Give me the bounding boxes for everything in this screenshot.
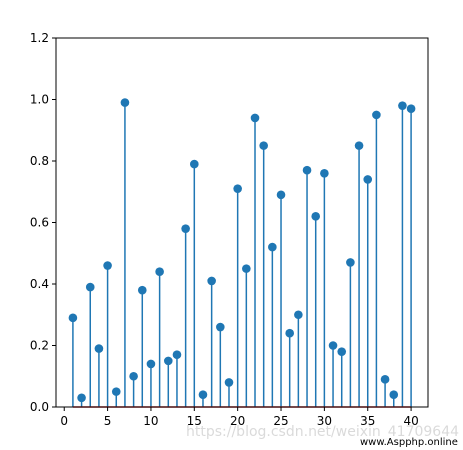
stem-marker bbox=[111, 387, 121, 396]
x-tick-label: 0 bbox=[60, 414, 68, 428]
stem-marker bbox=[190, 159, 199, 169]
stem-marker bbox=[172, 350, 182, 360]
stem-marker bbox=[233, 184, 242, 193]
stem-marker bbox=[294, 310, 303, 320]
stem-marker bbox=[302, 165, 312, 175]
stem-marker bbox=[285, 328, 294, 338]
x-tick-label: 35 bbox=[360, 414, 375, 428]
stem-marker bbox=[398, 101, 407, 110]
y-tick-label: 0.6 bbox=[30, 216, 49, 230]
x-tick-label: 10 bbox=[143, 414, 158, 428]
x-tick-label: 25 bbox=[273, 414, 288, 428]
stem-marker bbox=[224, 378, 234, 387]
y-tick-label: 0.2 bbox=[30, 339, 49, 353]
x-axis: 0 5 10 15 20 25 30 35 40 bbox=[60, 407, 419, 428]
stem-marker bbox=[328, 341, 338, 350]
y-tick-label: 0.0 bbox=[30, 400, 49, 414]
stem-marker bbox=[207, 276, 216, 286]
stem-marker bbox=[129, 371, 138, 381]
stem-marker bbox=[337, 347, 347, 356]
stem-marker bbox=[346, 258, 355, 267]
x-tick-label: 15 bbox=[187, 414, 202, 428]
x-tick-label: 40 bbox=[403, 414, 418, 428]
stems-layer bbox=[72, 102, 412, 407]
stem-marker bbox=[242, 264, 251, 273]
stem-marker bbox=[216, 322, 225, 332]
y-tick-label: 1.0 bbox=[30, 93, 49, 107]
stem-marker bbox=[120, 98, 130, 107]
blog-watermark: https://blog.csdn.net/weixin_41709644 bbox=[186, 424, 460, 440]
stem-marker bbox=[77, 393, 86, 403]
y-tick-label: 1.2 bbox=[30, 31, 49, 45]
stem-marker bbox=[363, 175, 373, 184]
stem-marker bbox=[250, 113, 260, 123]
stem-marker bbox=[181, 224, 190, 233]
stem-marker bbox=[354, 141, 364, 150]
y-tick-label: 0.8 bbox=[30, 154, 49, 168]
stem-marker bbox=[68, 313, 78, 323]
stem-marker bbox=[259, 141, 268, 150]
x-tick-label: 30 bbox=[317, 414, 332, 428]
stem-marker bbox=[406, 104, 416, 114]
site-watermark: www.Aspphp.online bbox=[358, 437, 460, 448]
x-tick-label: 5 bbox=[104, 414, 112, 428]
stem-marker bbox=[268, 242, 277, 252]
stem-marker bbox=[163, 356, 173, 366]
stem-marker bbox=[137, 285, 147, 295]
stem-marker bbox=[320, 169, 329, 178]
y-axis: 0.0 0.2 0.4 0.6 0.8 1.0 1.2 bbox=[30, 31, 56, 414]
stem-marker bbox=[103, 261, 112, 270]
stem-marker bbox=[146, 359, 156, 369]
stem-marker bbox=[380, 375, 390, 384]
stem-marker bbox=[198, 390, 208, 400]
stem-marker bbox=[276, 190, 286, 200]
markers-layer bbox=[68, 98, 416, 403]
stem-marker bbox=[372, 110, 381, 120]
stem-marker bbox=[311, 212, 321, 221]
stem-marker bbox=[94, 344, 104, 353]
stem-marker bbox=[155, 267, 164, 277]
stem-marker bbox=[85, 282, 95, 292]
y-tick-label: 0.4 bbox=[30, 277, 49, 291]
x-tick-label: 20 bbox=[230, 414, 245, 428]
axes-frame bbox=[55, 37, 429, 408]
stem-marker bbox=[389, 390, 399, 400]
